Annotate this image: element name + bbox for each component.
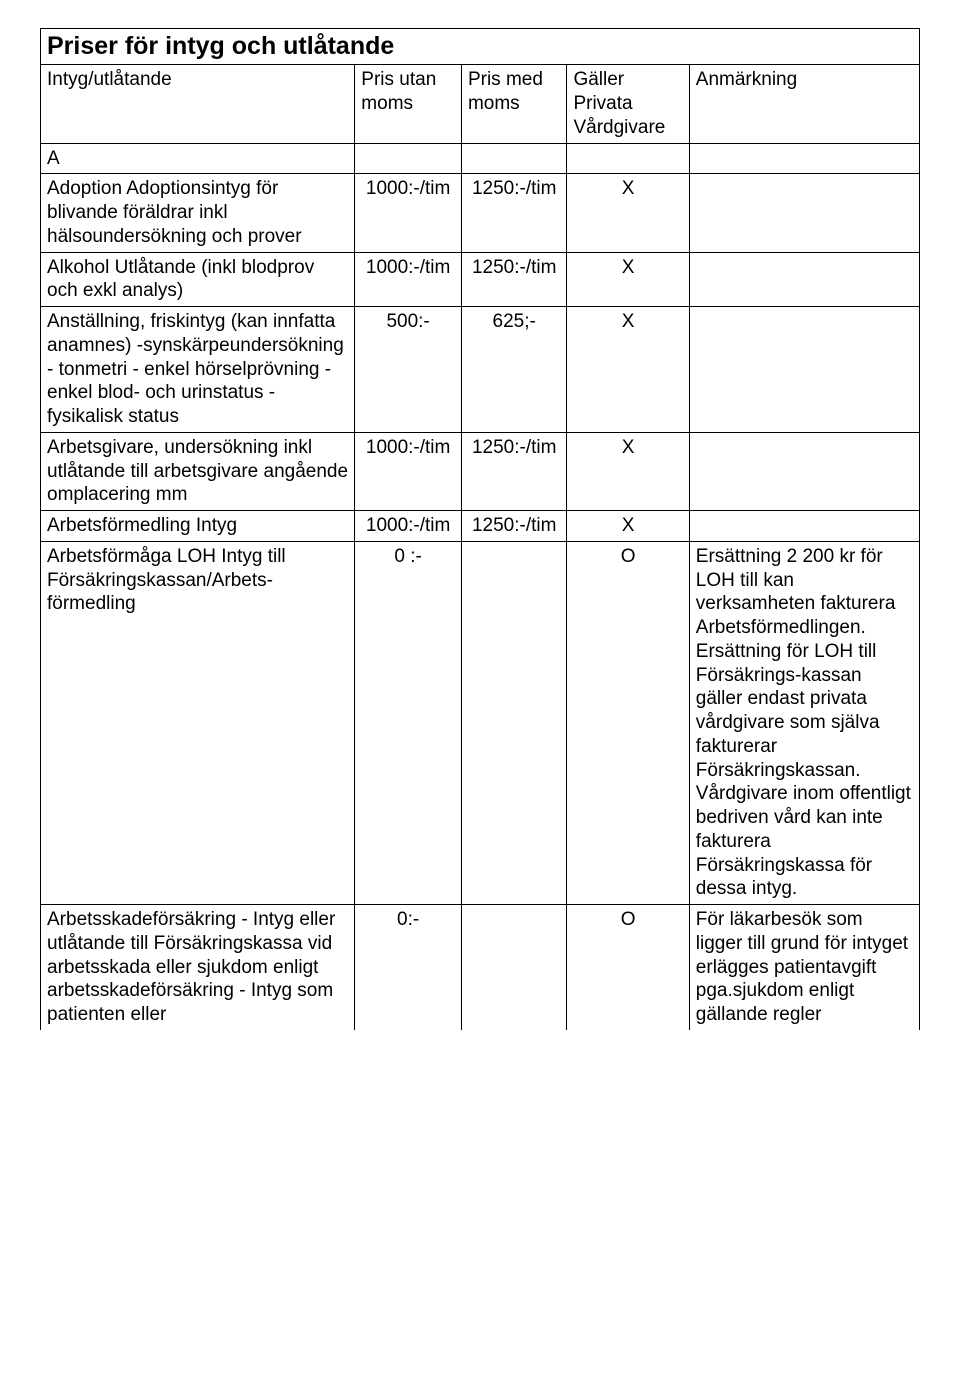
cell-private: X <box>567 511 689 542</box>
cell-price-inc <box>461 905 567 1030</box>
cell-note <box>689 511 919 542</box>
cell-price-ex: 0:- <box>355 905 462 1030</box>
cell-price-inc: 1250:-/tim <box>461 252 567 307</box>
header-note: Anmärkning <box>689 65 919 143</box>
cell-note <box>689 174 919 252</box>
cell-note <box>689 432 919 510</box>
header-private: Gäller Privata Vårdgivare <box>567 65 689 143</box>
cell-price-inc: 625;- <box>461 307 567 433</box>
cell-private: X <box>567 252 689 307</box>
table-row: Arbetsförmåga LOH Intyg till Försäkrings… <box>41 541 920 904</box>
cell-private: X <box>567 307 689 433</box>
title-row: Priser för intyg och utlåtande <box>41 29 920 65</box>
cell-private: O <box>567 905 689 1030</box>
table-row: Alkohol Utlåtande (inkl blodprov och exk… <box>41 252 920 307</box>
cell-price-inc: 1250:-/tim <box>461 432 567 510</box>
cell-price-ex: 500:- <box>355 307 462 433</box>
cell-note <box>689 252 919 307</box>
cell-private: X <box>567 432 689 510</box>
cell-note <box>689 307 919 433</box>
cell-name: Arbetsskadeförsäkring - Intyg eller utlå… <box>41 905 355 1030</box>
cell-price-ex: 1000:-/tim <box>355 511 462 542</box>
table-row: Arbetsgivare, undersökning inkl utlåtand… <box>41 432 920 510</box>
cell-price-ex: 0 :- <box>355 541 462 904</box>
cell-price-ex: 1000:-/tim <box>355 252 462 307</box>
header-price-ex: Pris utan moms <box>355 65 462 143</box>
cell-name: Arbetsgivare, undersökning inkl utlåtand… <box>41 432 355 510</box>
table-row: Anställning, friskintyg (kan innfatta an… <box>41 307 920 433</box>
page-title: Priser för intyg och utlåtande <box>41 29 920 65</box>
header-row: Intyg/utlåtande Pris utan moms Pris med … <box>41 65 920 143</box>
cell-name: Adoption Adoptionsintyg för blivande för… <box>41 174 355 252</box>
cell-note: För läkarbesök som ligger till grund för… <box>689 905 919 1030</box>
section-row: A <box>41 143 920 174</box>
cell-private: O <box>567 541 689 904</box>
table-row: Arbetsskadeförsäkring - Intyg eller utlå… <box>41 905 920 1030</box>
section-letter: A <box>41 143 355 174</box>
table-row: Adoption Adoptionsintyg för blivande för… <box>41 174 920 252</box>
header-price-inc: Pris med moms <box>461 65 567 143</box>
cell-note: Ersättning 2 200 kr för LOH till kan ver… <box>689 541 919 904</box>
cell-price-ex: 1000:-/tim <box>355 432 462 510</box>
cell-name: Alkohol Utlåtande (inkl blodprov och exk… <box>41 252 355 307</box>
cell-price-inc: 1250:-/tim <box>461 174 567 252</box>
cell-price-inc: 1250:-/tim <box>461 511 567 542</box>
header-name: Intyg/utlåtande <box>41 65 355 143</box>
table-row: Arbetsförmedling Intyg 1000:-/tim 1250:-… <box>41 511 920 542</box>
cell-private: X <box>567 174 689 252</box>
cell-name: Arbetsförmedling Intyg <box>41 511 355 542</box>
cell-price-ex: 1000:-/tim <box>355 174 462 252</box>
cell-name: Arbetsförmåga LOH Intyg till Försäkrings… <box>41 541 355 904</box>
cell-name: Anställning, friskintyg (kan innfatta an… <box>41 307 355 433</box>
price-table: Priser för intyg och utlåtande Intyg/utl… <box>40 28 920 1030</box>
cell-price-inc <box>461 541 567 904</box>
